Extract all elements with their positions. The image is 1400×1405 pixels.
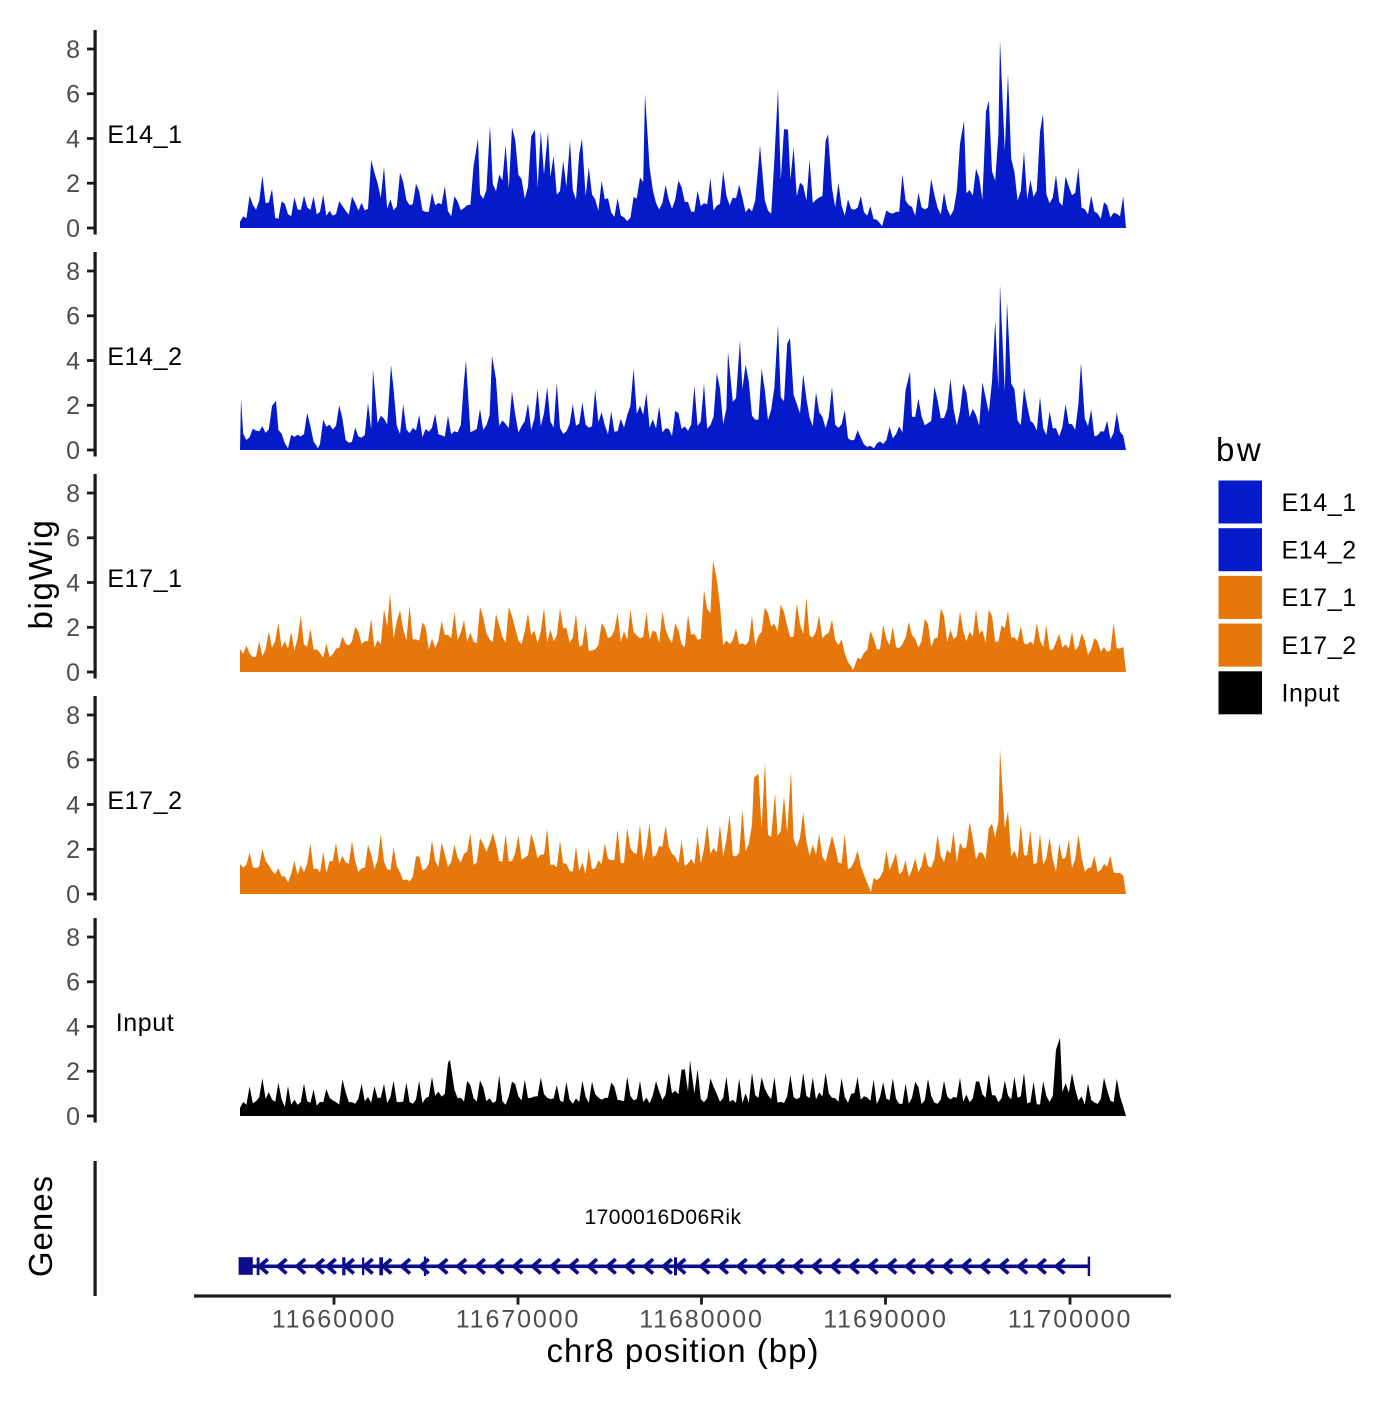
svg-text:Input: Input bbox=[116, 1009, 175, 1037]
svg-text:E14_1: E14_1 bbox=[107, 121, 182, 149]
svg-text:1700016D06Rik: 1700016D06Rik bbox=[584, 1206, 741, 1229]
svg-text:E14_2: E14_2 bbox=[107, 343, 182, 371]
svg-text:4: 4 bbox=[66, 791, 80, 819]
svg-text:4: 4 bbox=[66, 125, 80, 153]
svg-text:8: 8 bbox=[66, 258, 80, 286]
svg-text:0: 0 bbox=[66, 881, 80, 909]
svg-text:2: 2 bbox=[66, 170, 80, 198]
svg-text:2: 2 bbox=[66, 836, 80, 864]
svg-text:E17_2: E17_2 bbox=[107, 787, 182, 815]
svg-text:11690000: 11690000 bbox=[823, 1306, 948, 1334]
svg-text:4: 4 bbox=[66, 569, 80, 597]
svg-text:Genes: Genes bbox=[22, 1175, 59, 1277]
svg-text:2: 2 bbox=[66, 614, 80, 642]
svg-text:E14_2: E14_2 bbox=[1282, 537, 1357, 565]
svg-text:6: 6 bbox=[66, 81, 80, 109]
svg-text:2: 2 bbox=[66, 392, 80, 420]
svg-text:E14_1: E14_1 bbox=[1282, 489, 1357, 517]
svg-text:8: 8 bbox=[66, 924, 80, 952]
svg-text:bigWig: bigWig bbox=[22, 518, 59, 629]
svg-text:6: 6 bbox=[66, 303, 80, 331]
svg-text:E17_1: E17_1 bbox=[107, 565, 182, 593]
svg-text:0: 0 bbox=[66, 1103, 80, 1131]
svg-text:8: 8 bbox=[66, 702, 80, 730]
svg-text:6: 6 bbox=[66, 525, 80, 553]
svg-text:Input: Input bbox=[1282, 680, 1341, 708]
svg-text:6: 6 bbox=[66, 969, 80, 997]
svg-text:8: 8 bbox=[66, 480, 80, 508]
svg-text:4: 4 bbox=[66, 1013, 80, 1041]
svg-text:0: 0 bbox=[66, 215, 80, 243]
svg-text:8: 8 bbox=[66, 36, 80, 64]
svg-text:11680000: 11680000 bbox=[639, 1306, 764, 1334]
svg-text:11660000: 11660000 bbox=[272, 1306, 397, 1334]
svg-text:2: 2 bbox=[66, 1058, 80, 1086]
svg-text:chr8 position (bp): chr8 position (bp) bbox=[547, 1332, 820, 1369]
svg-text:11670000: 11670000 bbox=[456, 1306, 581, 1334]
svg-text:0: 0 bbox=[66, 659, 80, 687]
svg-text:bw: bw bbox=[1216, 431, 1263, 468]
svg-text:0: 0 bbox=[66, 437, 80, 465]
svg-text:E17_1: E17_1 bbox=[1282, 584, 1357, 612]
svg-text:4: 4 bbox=[66, 347, 80, 375]
svg-text:11700000: 11700000 bbox=[1008, 1306, 1133, 1334]
svg-text:E17_2: E17_2 bbox=[1282, 632, 1357, 660]
svg-text:6: 6 bbox=[66, 747, 80, 775]
